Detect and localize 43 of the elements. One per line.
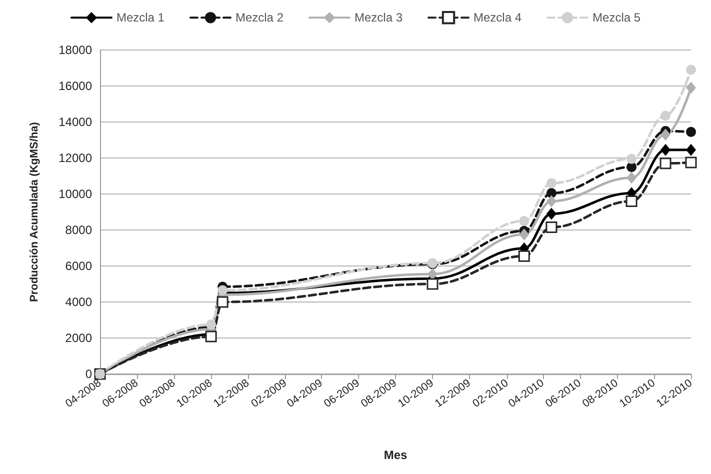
point [626, 154, 637, 164]
point [686, 144, 696, 156]
point [546, 222, 558, 234]
point [626, 195, 638, 207]
point [686, 126, 696, 137]
point [216, 296, 228, 308]
point [546, 208, 556, 220]
y-tick-label: 8000 [65, 223, 92, 237]
point [206, 320, 216, 330]
x-axis-title: Mes [384, 448, 408, 462]
y-tick-label: 16000 [58, 79, 92, 93]
y-tick-label: 10000 [58, 187, 92, 201]
point [546, 188, 556, 198]
point [660, 144, 671, 156]
point [660, 158, 672, 170]
point [519, 228, 530, 240]
point [518, 250, 530, 262]
legend-label: Mezcla 3 [354, 10, 403, 25]
legend-label: Mezcla 2 [235, 10, 284, 25]
point [686, 82, 696, 94]
point [685, 156, 697, 168]
point [660, 110, 671, 121]
point [426, 278, 438, 290]
point [519, 216, 530, 226]
y-tick-label: 18000 [58, 43, 92, 57]
point [686, 64, 696, 75]
point [626, 162, 637, 172]
y-tick-label: 6000 [65, 259, 92, 273]
y-tick-label: 4000 [65, 295, 92, 309]
legend-label: Mezcla 5 [592, 10, 641, 25]
point [626, 172, 637, 184]
y-axis-title: Producción Acumulada (KgMS/ha) [28, 122, 40, 302]
y-tick-label: 14000 [58, 115, 92, 129]
y-tick-label: 2000 [65, 331, 92, 345]
point [660, 128, 671, 141]
legend-label: Mezcla 4 [474, 10, 522, 25]
point [546, 195, 556, 208]
legend-label: Mezcla 1 [116, 10, 165, 25]
y-tick-label: 0 [85, 367, 92, 381]
point [546, 178, 556, 188]
point [218, 285, 228, 296]
y-tick-label: 12000 [58, 151, 92, 165]
point [205, 330, 217, 342]
